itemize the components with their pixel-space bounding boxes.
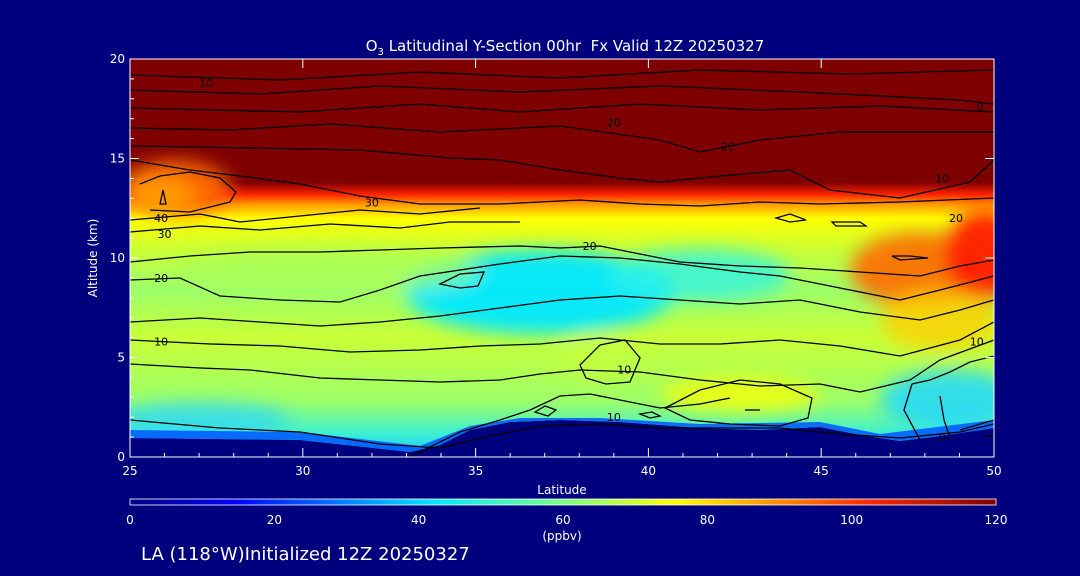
- y-tick-label: 15: [110, 152, 125, 166]
- x-tick-label: 35: [468, 464, 483, 478]
- colorbar-tick-label: 20: [267, 513, 282, 527]
- contour-lines: [130, 69, 994, 457]
- colorbar-tick-label: 60: [555, 513, 570, 527]
- colorbar-tick-label: 80: [700, 513, 715, 527]
- x-tick-label: 50: [986, 464, 1001, 478]
- y-tick-label: 20: [110, 52, 125, 66]
- contour-label: 10: [154, 336, 168, 349]
- contour-label: 20: [607, 117, 621, 130]
- x-axis-label: Latitude: [537, 483, 586, 497]
- x-axis: 25 30 35 40 45 50: [122, 59, 1002, 478]
- contour-label: 10: [199, 77, 213, 90]
- x-tick-label: 25: [122, 464, 137, 478]
- contour-label: 30: [365, 196, 379, 209]
- contour-label: 0: [939, 431, 946, 444]
- chart-title: O3 Latitudinal Y-Section 00hr Fx Valid 1…: [366, 37, 765, 58]
- contour-label: 40: [154, 212, 168, 225]
- y-tick-label: 5: [117, 351, 125, 365]
- station-initialized-text: LA (118°W)Initialized 12Z 20250327: [141, 544, 470, 565]
- contour-label: 10: [970, 336, 984, 349]
- contour-label: 10: [607, 411, 621, 424]
- x-tick-label: 45: [814, 464, 829, 478]
- contour-label: 10: [617, 363, 631, 376]
- colorbar-ticks: 0 20 40 60 80 100 120: [126, 513, 1007, 527]
- x-tick-label: 40: [641, 464, 656, 478]
- contour-label: 20: [583, 240, 597, 253]
- y-axis-label: Altitude (km): [86, 219, 100, 298]
- contour-label: 20: [949, 212, 963, 225]
- y-tick-label: 10: [110, 251, 125, 265]
- contour-label: 10: [935, 172, 949, 185]
- ozone-field: [130, 59, 994, 457]
- contour-label: 30: [158, 228, 172, 241]
- colorbar-label: (ppbv): [542, 529, 581, 543]
- y-axis: 0 5 10 15 20: [110, 52, 994, 464]
- contour-label: 0: [977, 101, 984, 114]
- contour-labels: 10 0 20 10 20 30 40 30 20 20 20 10 10 10 10 0: [154, 77, 984, 444]
- y-tick-label: 0: [117, 450, 125, 464]
- colorbar: [129, 498, 997, 506]
- x-tick-label: 30: [295, 464, 310, 478]
- contour-label: 20: [721, 141, 735, 154]
- contour-label: 20: [154, 272, 168, 285]
- colorbar-tick-label: 40: [411, 513, 426, 527]
- colorbar-tick-label: 0: [126, 513, 134, 527]
- colorbar-tick-label: 100: [840, 513, 863, 527]
- colorbar-tick-label: 120: [985, 513, 1008, 527]
